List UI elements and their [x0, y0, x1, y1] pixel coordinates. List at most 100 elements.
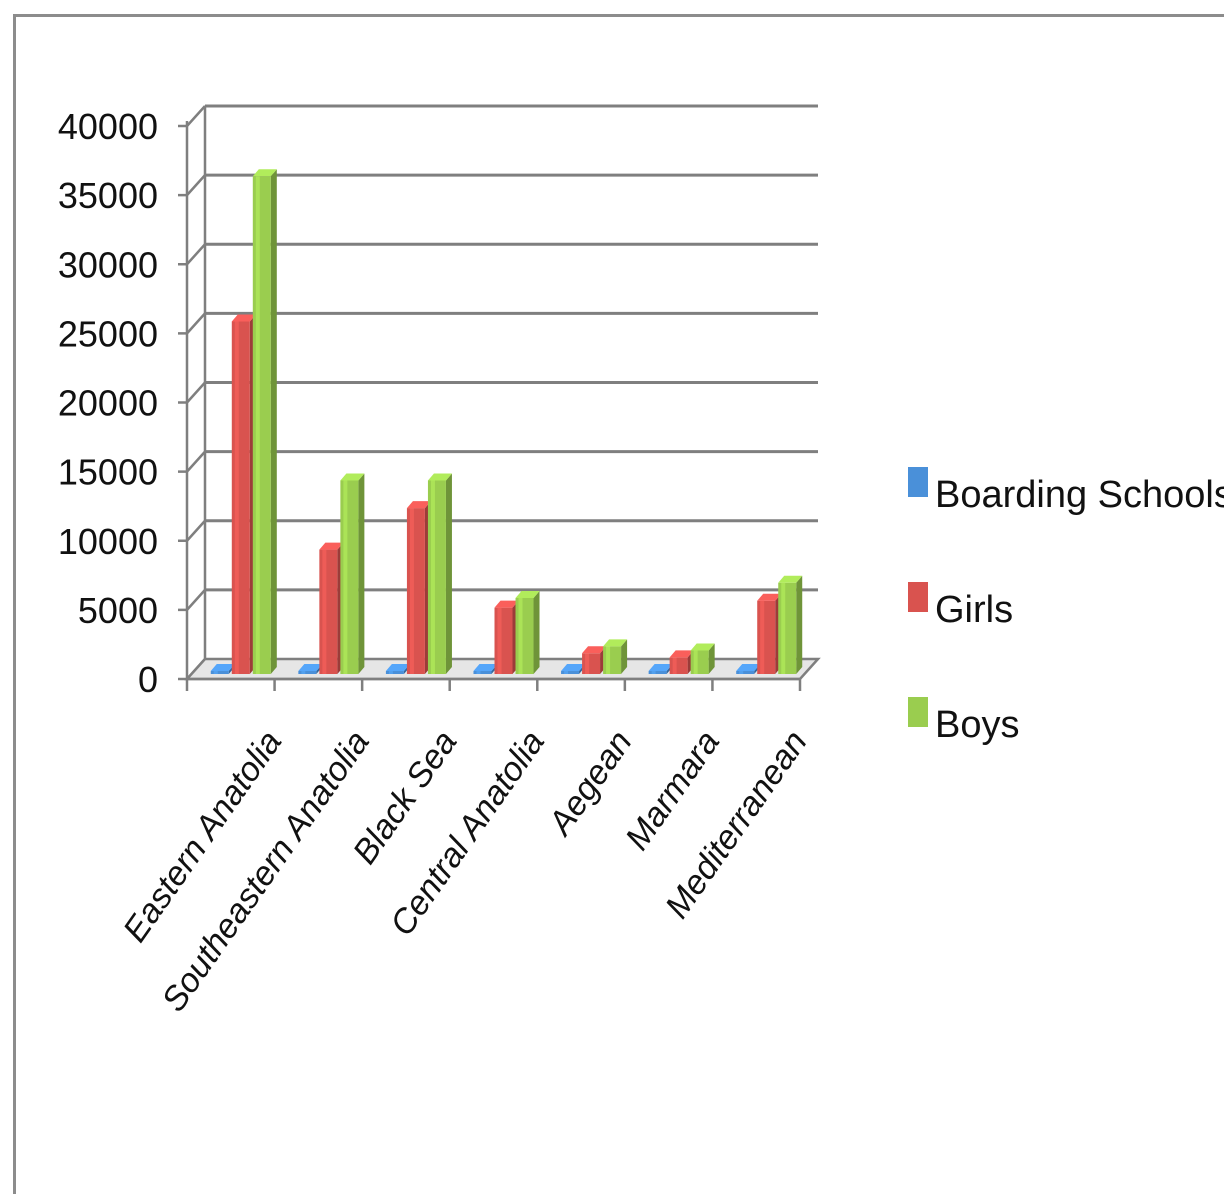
bar-highlight	[606, 646, 611, 674]
bar-top	[210, 664, 235, 671]
bar-highlight	[497, 607, 502, 674]
bar-front	[561, 671, 580, 674]
bar-front	[298, 671, 317, 674]
bar-front	[515, 597, 534, 674]
bar-highlight	[585, 653, 590, 674]
gridline-connector	[186, 450, 206, 473]
bar-highlight	[430, 480, 435, 674]
bar-front	[582, 653, 601, 674]
bar-highlight	[301, 671, 306, 674]
bar-boys	[690, 643, 715, 674]
bar-highlight	[672, 657, 677, 674]
bar-front	[690, 650, 709, 674]
y-tick-label: 15000	[58, 452, 158, 493]
legend: Boarding Schools Girls Boys	[908, 467, 1224, 746]
bar-highlight	[564, 671, 569, 674]
bar-front	[319, 549, 338, 674]
bar-highlight	[651, 671, 656, 674]
bar-highlight	[234, 321, 239, 674]
bar-top	[669, 650, 694, 658]
bar-girls	[319, 542, 344, 674]
gridline-connector	[186, 105, 206, 127]
bar-top	[778, 575, 803, 583]
bar-boys	[603, 639, 628, 674]
bar-top	[603, 639, 628, 647]
gridline-connector	[186, 312, 206, 335]
bar-front	[669, 657, 688, 674]
bar-front	[385, 671, 404, 674]
y-tick-label: 40000	[58, 106, 158, 147]
legend-swatch	[908, 697, 928, 727]
bar-side	[796, 575, 803, 674]
bar-girls	[582, 646, 607, 674]
x-category-label: Central Anatolia	[383, 724, 552, 943]
bar-front	[778, 582, 797, 674]
bar-front	[648, 671, 667, 674]
bar-girls	[494, 600, 519, 674]
bar-top	[561, 664, 586, 671]
bar-boys	[515, 590, 540, 674]
bar-top	[648, 664, 673, 671]
gridline-connector	[186, 243, 206, 266]
bar-top	[427, 473, 452, 481]
bar-side	[358, 473, 365, 674]
bar-top	[515, 590, 540, 598]
bar-top	[252, 169, 277, 177]
bar-front	[252, 176, 271, 675]
legend-label: Boys	[935, 704, 1019, 746]
bars	[210, 169, 803, 675]
bar-top	[406, 501, 431, 509]
legend-label: Girls	[935, 589, 1013, 631]
bar-top	[319, 542, 344, 550]
bar-top	[473, 664, 498, 671]
bar-side	[708, 643, 715, 674]
gridline-connector	[186, 174, 206, 196]
y-tick-label: 10000	[58, 521, 158, 562]
bar-side	[533, 590, 540, 674]
bar-top	[757, 593, 782, 601]
gridline-connector	[186, 381, 206, 404]
gridline-connector	[186, 589, 206, 611]
y-tick-label: 5000	[78, 590, 158, 631]
bar-highlight	[409, 508, 414, 674]
bar-top	[385, 664, 410, 671]
bar-top	[494, 600, 519, 608]
legend-label: Boarding Schools	[935, 474, 1224, 516]
bar-front	[210, 671, 229, 674]
bar-top	[231, 314, 256, 322]
bar-highlight	[388, 671, 393, 674]
y-tick-label: 30000	[58, 244, 158, 285]
x-category-label: Eastern Anatolia	[116, 724, 290, 949]
gridlines	[186, 104, 818, 680]
bar-highlight	[213, 671, 218, 674]
y-tick-label: 0	[138, 659, 158, 700]
bar-highlight	[343, 480, 348, 674]
bar-boys	[427, 473, 452, 674]
bar-top	[298, 664, 323, 671]
bar-highlight	[781, 582, 786, 674]
bar-top	[340, 473, 365, 481]
bar-boarding-schools	[385, 664, 410, 674]
bar-front	[231, 321, 250, 674]
gridline-connector	[186, 519, 206, 542]
bar-highlight	[518, 597, 523, 674]
bar-highlight	[739, 671, 744, 674]
bar-girls	[231, 314, 256, 674]
bar-highlight	[693, 650, 698, 674]
y-tick-label: 20000	[58, 383, 158, 424]
bar-front	[494, 607, 513, 674]
legend-swatch	[908, 582, 928, 612]
y-tick-label: 25000	[58, 313, 158, 354]
y-tick-label: 35000	[58, 175, 158, 216]
bar-boys	[340, 473, 365, 674]
bar-front	[473, 671, 492, 674]
chart-frame	[13, 14, 1224, 1194]
bar-front	[340, 480, 359, 674]
bar-highlight	[760, 600, 765, 674]
y-axis-ticks: 0 5000 10000 15000 20000 25000 30000 35000 40000	[58, 106, 158, 700]
bar-top	[736, 664, 761, 671]
bar-front	[427, 480, 446, 674]
bar-highlight	[255, 176, 260, 675]
bar-girls	[669, 650, 694, 674]
